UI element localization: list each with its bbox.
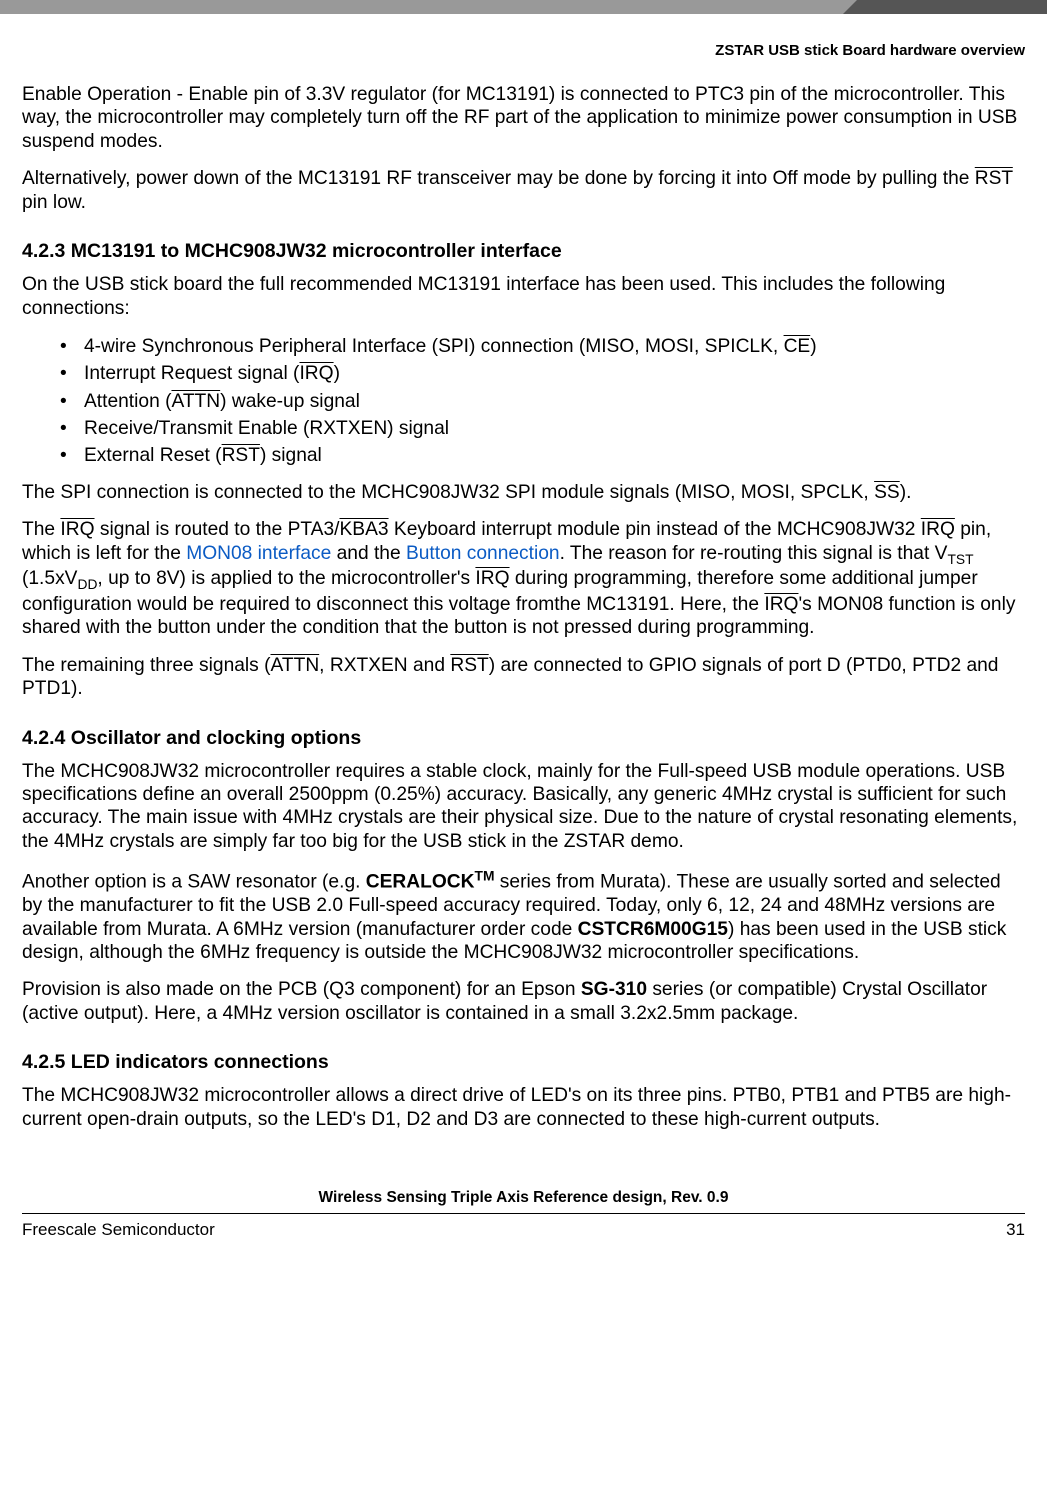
- text: , RXTXEN and: [319, 655, 450, 676]
- text: Provision is also made on the PCB (Q3 co…: [22, 979, 581, 1000]
- overline-signal: RST: [450, 655, 488, 676]
- text: 4-wire Synchronous Peripheral Interface …: [84, 336, 784, 357]
- overline-signal: IRQ: [60, 519, 94, 540]
- paragraph: Enable Operation - Enable pin of 3.3V re…: [22, 83, 1025, 153]
- text: , up to 8V) is applied to the microcontr…: [97, 568, 475, 589]
- text: (1.5xV: [22, 568, 77, 589]
- paragraph: The IRQ signal is routed to the PTA3/KBA…: [22, 518, 1025, 640]
- text: ).: [900, 482, 912, 503]
- top-decor-bar: [0, 0, 1047, 14]
- link-button-connection[interactable]: Button connection: [406, 543, 560, 564]
- text: and the: [331, 543, 406, 564]
- text: Another option is a SAW resonator (e.g.: [22, 872, 366, 893]
- overline-signal: IRQ: [764, 594, 798, 615]
- text: The SPI connection is connected to the M…: [22, 482, 874, 503]
- overline-signal: RST: [975, 168, 1013, 189]
- paragraph: The MCHC908JW32 microcontroller allows a…: [22, 1084, 1025, 1131]
- list-item: 4-wire Synchronous Peripheral Interface …: [22, 334, 1025, 359]
- text: The remaining three signals (: [22, 655, 271, 676]
- footer-page-number: 31: [1006, 1220, 1025, 1240]
- list-item: External Reset (RST) signal: [22, 443, 1025, 468]
- text: Attention (: [84, 391, 171, 412]
- text: ): [810, 336, 816, 357]
- text: Alternatively, power down of the MC13191…: [22, 168, 975, 189]
- top-decor-tab: [857, 0, 1047, 14]
- superscript-tm: TM: [475, 867, 495, 883]
- page-footer: Wireless Sensing Triple Axis Reference d…: [0, 1189, 1047, 1258]
- list-item: Receive/Transmit Enable (RXTXEN) signal: [22, 416, 1025, 441]
- page-content: Enable Operation - Enable pin of 3.3V re…: [0, 65, 1047, 1131]
- subscript: TST: [947, 550, 973, 566]
- text: Interrupt Request signal (: [84, 363, 299, 384]
- overline-signal: KBA3: [339, 519, 388, 540]
- paragraph: On the USB stick board the full recommen…: [22, 273, 1025, 320]
- heading-423: 4.2.3 MC13191 to MCHC908JW32 microcontro…: [22, 240, 1025, 263]
- subscript: DD: [77, 576, 97, 592]
- text: External Reset (: [84, 445, 222, 466]
- text: Keyboard interrupt module pin instead of…: [389, 519, 921, 540]
- overline-signal: IRQ: [299, 363, 333, 384]
- text: ) wake-up signal: [220, 391, 360, 412]
- bold-text: CSTCR6M00G15: [578, 919, 728, 940]
- overline-signal: IRQ: [475, 568, 509, 589]
- list-item: Interrupt Request signal (IRQ): [22, 361, 1025, 386]
- bold-text: SG-310: [581, 979, 647, 1000]
- link-mon08[interactable]: MON08 interface: [186, 543, 331, 564]
- bullet-list: 4-wire Synchronous Peripheral Interface …: [22, 334, 1025, 469]
- paragraph: The SPI connection is connected to the M…: [22, 481, 1025, 504]
- heading-424: 4.2.4 Oscillator and clocking options: [22, 727, 1025, 750]
- text: ): [334, 363, 340, 384]
- text: . The reason for re-routing this signal …: [560, 543, 948, 564]
- text: ) signal: [260, 445, 322, 466]
- overline-signal: CE: [784, 336, 811, 357]
- overline-signal: SS: [874, 482, 900, 503]
- text: pin low.: [22, 192, 86, 213]
- overline-signal: ATTN: [171, 391, 220, 412]
- heading-425: 4.2.5 LED indicators connections: [22, 1051, 1025, 1074]
- overline-signal: IRQ: [921, 519, 955, 540]
- footer-doc-title: Wireless Sensing Triple Axis Reference d…: [22, 1189, 1025, 1214]
- text: signal is routed to the PTA3/: [95, 519, 340, 540]
- paragraph: Provision is also made on the PCB (Q3 co…: [22, 978, 1025, 1025]
- text: The: [22, 519, 60, 540]
- paragraph: Alternatively, power down of the MC13191…: [22, 167, 1025, 214]
- running-header: ZSTAR USB stick Board hardware overview: [0, 14, 1047, 65]
- overline-signal: ATTN: [271, 655, 320, 676]
- bold-text: CERALOCK: [366, 872, 475, 893]
- paragraph: Another option is a SAW resonator (e.g. …: [22, 867, 1025, 964]
- paragraph: The remaining three signals (ATTN, RXTXE…: [22, 654, 1025, 701]
- footer-company: Freescale Semiconductor: [22, 1220, 215, 1240]
- overline-signal: RST: [222, 445, 260, 466]
- list-item: Attention (ATTN) wake-up signal: [22, 389, 1025, 414]
- paragraph: The MCHC908JW32 microcontroller requires…: [22, 760, 1025, 854]
